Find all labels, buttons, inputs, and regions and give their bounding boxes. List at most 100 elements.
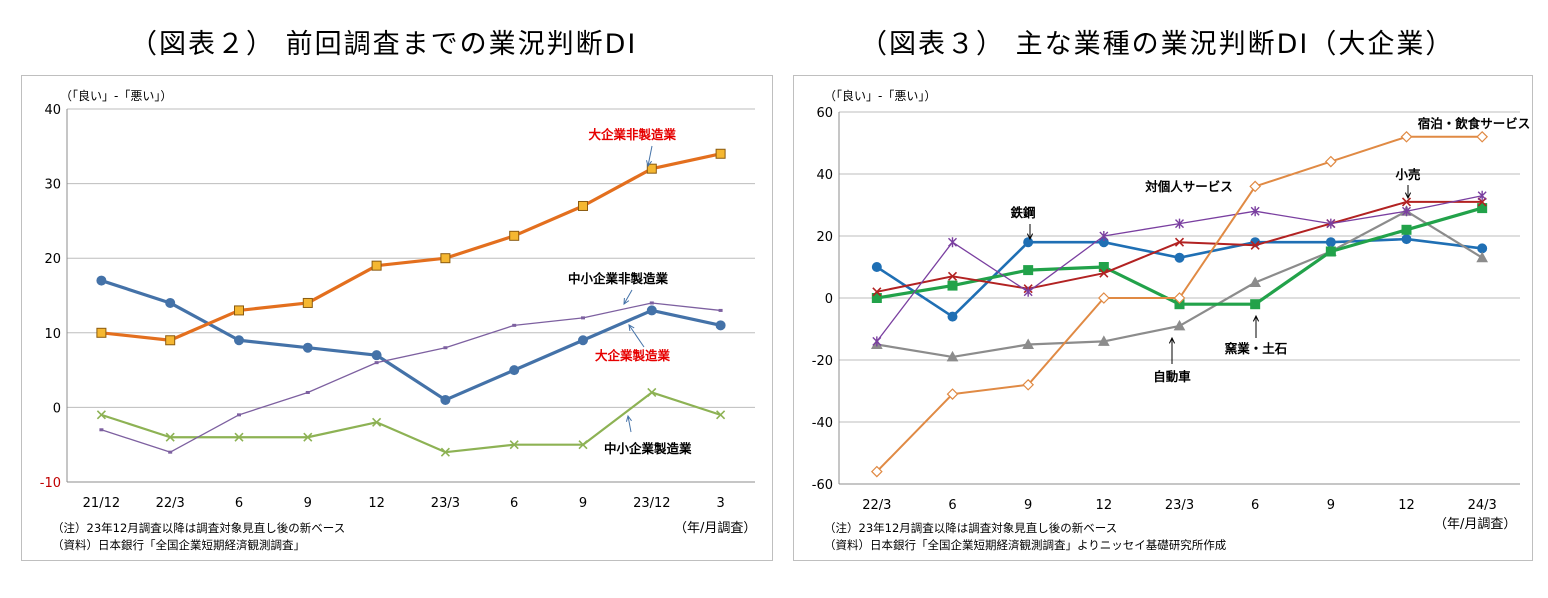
label-arrow [647, 145, 653, 167]
label-arrow-head [628, 324, 635, 332]
x-tick-label: 3 [716, 496, 724, 511]
series-label: 大企業非製造業 [588, 127, 676, 142]
y-tick-label: 20 [816, 230, 833, 245]
y-tick-label: 0 [825, 292, 833, 307]
data-point-2 [165, 432, 175, 442]
data-point-0 [646, 305, 657, 316]
x-tick-label: 22/3 [156, 496, 185, 511]
data-point-3 [1250, 240, 1260, 250]
label-arrow [627, 415, 632, 433]
data-point-2 [372, 417, 382, 427]
data-point-3 [872, 287, 882, 297]
data-point-4 [1477, 190, 1487, 201]
data-point-1 [946, 350, 959, 362]
series-line-3 [876, 200, 1483, 293]
x-tick-label: 21/12 [83, 496, 120, 511]
data-point-2 [96, 410, 106, 420]
y-axis-label: （「良い」-「悪い」） [824, 88, 936, 103]
data-point-0 [715, 320, 726, 331]
series-label: 大企業製造業 [595, 348, 671, 363]
series-label: 小売 [1394, 167, 1421, 182]
data-point-1 [371, 260, 382, 271]
x-tick-label: 23/12 [633, 496, 670, 511]
y-axis-label: （「良い」-「悪い」） [60, 88, 172, 103]
data-point-1 [578, 200, 588, 211]
y-tick-label: 20 [44, 252, 61, 267]
data-point-4 [948, 237, 957, 248]
x-tick-label: 24/3 [1468, 498, 1497, 513]
data-point-1 [715, 148, 726, 159]
series-line-3 [101, 302, 721, 453]
x-tick-label: 9 [1327, 498, 1335, 513]
data-point-3 [374, 361, 379, 365]
data-point-3 [581, 316, 585, 320]
data-point-0 [1174, 252, 1185, 263]
source-note: （資料）日本銀行「全国企業短期経済観測調査」よりニッセイ基礎研究所作成 [824, 538, 1227, 552]
series-label: 鉄鋼 [1010, 205, 1035, 220]
label-arrow-head [1252, 314, 1260, 322]
data-point-1 [1022, 338, 1035, 349]
y-tick-label: -60 [812, 478, 833, 493]
chart-right: -60 -40 -20 0 20 40 60 22/3 6 9 12 23/3 6 9 12 24/3 （「良い… [812, 88, 1531, 552]
x-tick-label: 23/3 [1165, 498, 1194, 513]
data-point-5 [1400, 130, 1413, 143]
data-point-0 [234, 335, 244, 346]
data-point-3 [99, 428, 104, 432]
data-point-1 [302, 297, 313, 308]
data-point-5 [1324, 155, 1337, 168]
data-point-0 [1401, 234, 1412, 245]
data-point-1 [440, 253, 451, 264]
data-point-5 [1476, 130, 1489, 143]
series-line-2 [101, 391, 721, 454]
data-point-0 [440, 394, 451, 405]
data-point-4 [872, 336, 882, 347]
data-point-2 [1098, 262, 1109, 272]
data-point-3 [443, 346, 448, 350]
x-tick-label: 23/3 [431, 496, 460, 511]
data-point-0 [509, 365, 520, 376]
data-point-2 [1023, 265, 1034, 276]
label-arrow-head [1168, 336, 1176, 344]
data-point-0 [1325, 237, 1336, 248]
data-point-1 [1097, 335, 1110, 346]
label-arrow-head [1404, 192, 1412, 200]
source-note: （資料）日本銀行「全国企業短期経済観測調査」 [52, 538, 305, 552]
data-point-2 [947, 280, 958, 291]
data-point-2 [647, 387, 657, 398]
data-point-3 [237, 413, 241, 417]
y-tick-label: -10 [40, 476, 61, 491]
data-point-3 [649, 301, 654, 305]
source-note: （注）23年12月調査以降は調査対象見直し後の新ベース [824, 521, 1117, 535]
data-point-3 [1174, 237, 1185, 247]
label-arrow-head [646, 160, 653, 168]
data-point-2 [1250, 299, 1261, 310]
series-label: 中小企業製造業 [604, 441, 692, 456]
data-point-3 [512, 323, 517, 327]
source-note: （注）23年12月調査以降は調査対象見直し後の新ベース [52, 521, 345, 535]
data-point-2 [1477, 203, 1488, 214]
data-point-0 [578, 335, 588, 346]
data-point-3 [1401, 197, 1412, 207]
data-point-3 [718, 308, 723, 312]
data-point-0 [302, 342, 313, 353]
series-label: 宿泊・飲食サービス [1418, 116, 1531, 131]
data-point-5 [1173, 292, 1186, 304]
x-tick-label: 12 [1398, 498, 1415, 513]
y-tick-label: 0 [53, 401, 61, 416]
data-point-3 [305, 390, 310, 394]
data-point-3 [947, 271, 958, 281]
y-tick-label: 10 [44, 327, 61, 342]
data-point-1 [234, 305, 244, 316]
label-arrow-head [623, 297, 630, 305]
x-tick-label: 6 [510, 496, 518, 511]
data-point-0 [1477, 243, 1488, 254]
y-tick-label: 60 [816, 106, 833, 121]
data-point-2 [871, 293, 882, 303]
label-arrow-head [625, 414, 632, 422]
x-tick-label: 6 [1251, 498, 1259, 513]
data-point-2 [1401, 224, 1412, 235]
data-point-2 [440, 447, 450, 457]
x-tick-label: 12 [1096, 498, 1113, 513]
data-point-2 [303, 432, 313, 442]
chart-panel-right: -60 -40 -20 0 20 40 60 22/3 6 9 12 23/3 6 9 12 24/3 （「良い… [793, 75, 1533, 561]
